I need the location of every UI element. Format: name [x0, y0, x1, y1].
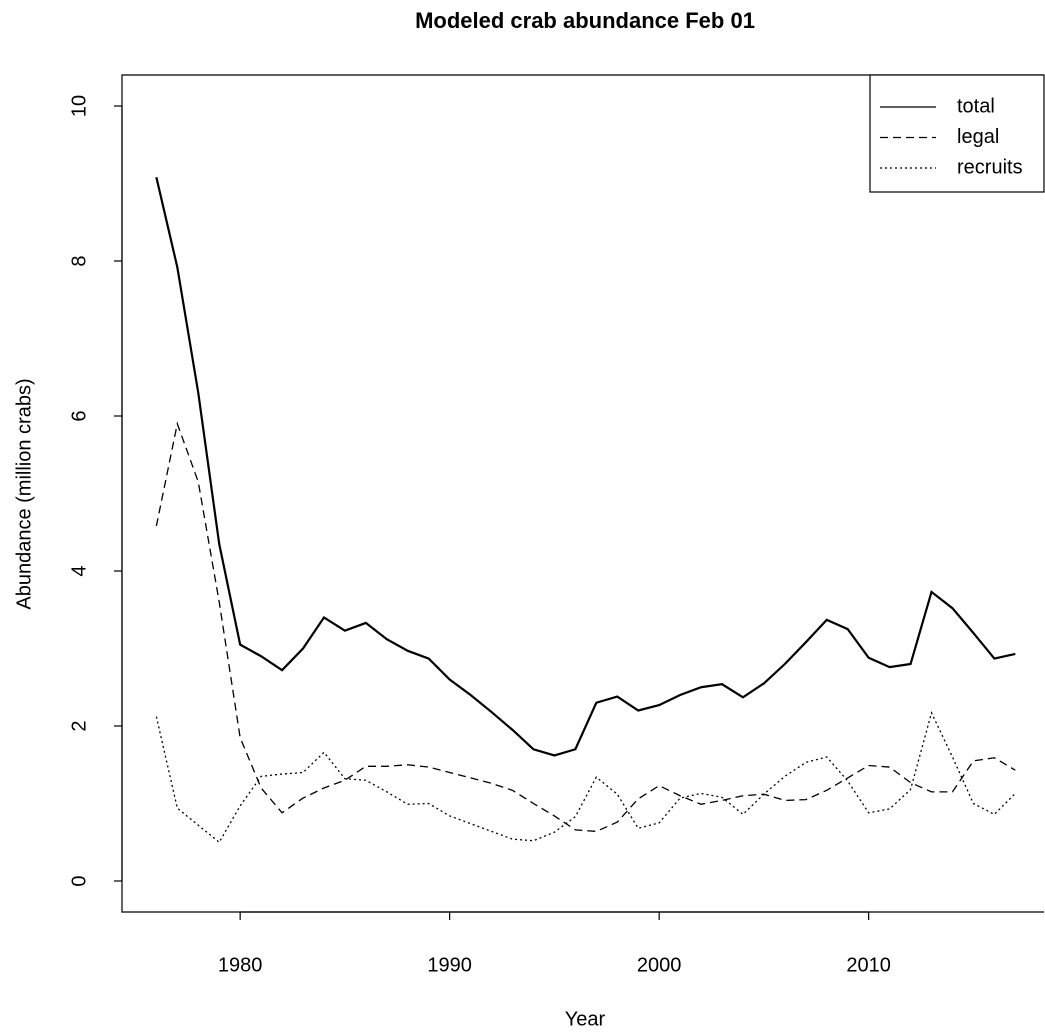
legend-label: total	[957, 95, 995, 117]
y-tick-label: 8	[68, 255, 90, 266]
x-tick-label: 2010	[846, 954, 891, 976]
y-axis-label: Abundance (million crabs)	[13, 378, 35, 609]
series-line	[155, 177, 1016, 757]
y-tick-label: 6	[68, 410, 90, 421]
x-tick-label: 1990	[427, 954, 472, 976]
series-line	[155, 421, 1016, 833]
legend-label: legal	[957, 126, 999, 148]
x-tick-label: 1980	[218, 954, 263, 976]
plot-frame	[121, 74, 1044, 913]
legend-box	[869, 74, 1045, 193]
chart-title: Modeled crab abundance Feb 01	[415, 8, 755, 33]
x-tick-label: 2000	[637, 954, 682, 976]
y-tick-label: 0	[68, 875, 90, 886]
x-axis-label: Year	[565, 1008, 606, 1030]
y-tick-label: 10	[68, 95, 90, 117]
y-tick-label: 4	[68, 565, 90, 576]
y-tick-label: 2	[68, 720, 90, 731]
series-line	[155, 710, 1016, 844]
legend-label: recruits	[957, 156, 1023, 178]
